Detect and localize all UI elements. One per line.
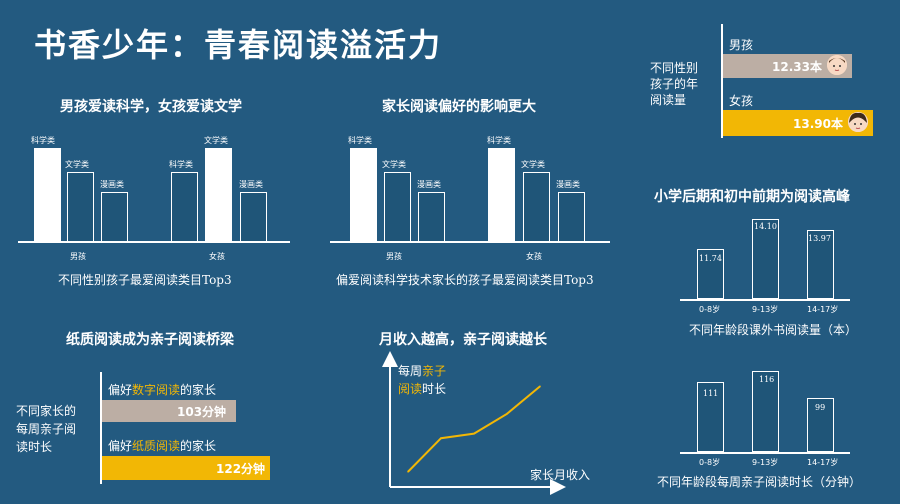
tick-label: 科学类 [487,136,511,145]
bar-boy-comic [418,192,445,242]
tick-label: 科学类 [31,136,55,145]
tick-label: 漫画类 [100,180,124,189]
boy-face-icon [827,55,847,75]
group-label: 男孩 [70,252,86,261]
tick-label: 文学类 [204,136,228,145]
bar-boy-science [34,148,61,242]
page-title: 书香少年：青春阅读溢活力 [34,26,443,64]
age-books-chart: 11.74 14.10 13.97 0-8岁 9-13岁 14-17岁 [680,212,850,314]
bar-age-14-17 [807,230,834,299]
tick-label: 9-13岁 [752,305,779,314]
bar-girl-literature [205,148,232,242]
girl-label: 女孩 [729,94,754,108]
gender-yearly-side-label: 不同性别 孩子的年 阅读量 [650,61,699,107]
parent-pref-caption: 偏爱阅读科学技术家长的孩子最爱阅读类目Top3 [336,273,594,287]
tick-label: 漫画类 [417,180,441,189]
bar-girl-literature [523,172,550,242]
boy-label: 男孩 [729,38,754,52]
x-axis [680,299,850,301]
tick-label: 科学类 [169,160,193,169]
digital-value: 103分钟 [177,405,227,419]
income-trend-point [473,432,475,435]
x-axis [680,452,850,454]
paper-bridge-title: 纸质阅读成为亲子阅读桥梁 [66,332,234,348]
gender-categories-caption: 不同性别孩子最爱阅读类目Top3 [58,273,232,287]
group-label: 女孩 [526,252,542,261]
bar-boy-science [350,148,377,242]
tick-label: 文学类 [65,160,89,169]
tick-label: 14-17岁 [807,305,839,314]
tick-label: 0-8岁 [699,458,721,467]
value-label: 11.74 [699,254,722,263]
income-trend-line [407,385,541,473]
age-books-caption: 不同年龄段课外书阅读量（本） [689,323,858,337]
bar-boy-literature [67,172,94,242]
bar-age-14-17 [807,398,834,452]
x-axis [330,241,610,243]
bar-boy-literature [384,172,411,242]
group-label: 男孩 [386,252,402,261]
gender-yearly-axis [721,24,723,138]
paper-value: 122分钟 [216,462,266,476]
income-trend-title: 月收入越高，亲子阅读越长 [379,332,547,348]
tick-label: 科学类 [348,136,372,145]
paper-bridge-axis [100,372,102,484]
parent-pref-title: 家长阅读偏好的影响更大 [382,99,536,115]
bar-age-9-13 [752,219,779,299]
tick-label: 9-13岁 [752,458,779,467]
paper-label: 偏好纸质阅读的家长 [108,439,217,453]
gender-categories-title: 男孩爱读科学，女孩爱读文学 [60,99,242,115]
gender-categories-chart: 科学类 文学类 漫画类 科学类 文学类 漫画类 男孩 女孩 [18,128,290,266]
value-label: 13.97 [808,234,831,243]
age-books-title: 小学后期和初中前期为阅读高峰 [654,189,850,205]
tick-label: 文学类 [382,160,406,169]
age-minutes-chart: 111 116 99 0-8岁 9-13岁 14-17岁 [680,370,850,470]
tick-label: 14-17岁 [807,458,839,467]
value-label: 116 [759,375,775,384]
tick-label: 文学类 [521,160,545,169]
x-axis [18,241,290,243]
tick-label: 0-8岁 [699,305,721,314]
boy-yearly-value: 12.33本 [772,60,822,74]
value-label: 14.10 [754,222,777,231]
bar-girl-science [488,148,515,242]
bar-boy-comic [101,192,128,242]
girl-face-icon [848,112,868,132]
income-ylabel: 每周亲子 阅读时长 [398,364,447,396]
digital-label: 偏好数字阅读的家长 [108,383,217,397]
bar-girl-comic [240,192,267,242]
girl-yearly-value: 13.90本 [793,117,843,131]
tick-label: 漫画类 [556,180,580,189]
bar-age-0-8 [697,382,724,452]
income-xlabel: 家长月收入 [530,468,591,482]
parent-pref-chart: 科学类 文学类 漫画类 科学类 文学类 漫画类 男孩 女孩 [330,128,610,266]
income-trend-point [440,437,442,439]
bar-age-9-13 [752,371,779,452]
paper-bar [102,456,270,480]
group-label: 女孩 [209,252,225,261]
income-trend-point [407,470,409,473]
income-trend-plot [382,351,566,495]
paper-bridge-side-label: 不同家长的 每周亲子阅 读时长 [16,404,77,454]
income-trend-point [539,385,541,388]
digital-bar [102,400,236,422]
income-trend-point [506,413,508,415]
tick-label: 漫画类 [239,180,263,189]
value-label: 111 [703,389,719,398]
age-minutes-caption: 不同年龄段每周亲子阅读时长（分钟） [657,475,862,489]
bar-age-0-8 [697,249,724,299]
bar-girl-comic [558,192,585,242]
value-label: 99 [815,403,826,412]
bar-girl-science [171,172,198,242]
